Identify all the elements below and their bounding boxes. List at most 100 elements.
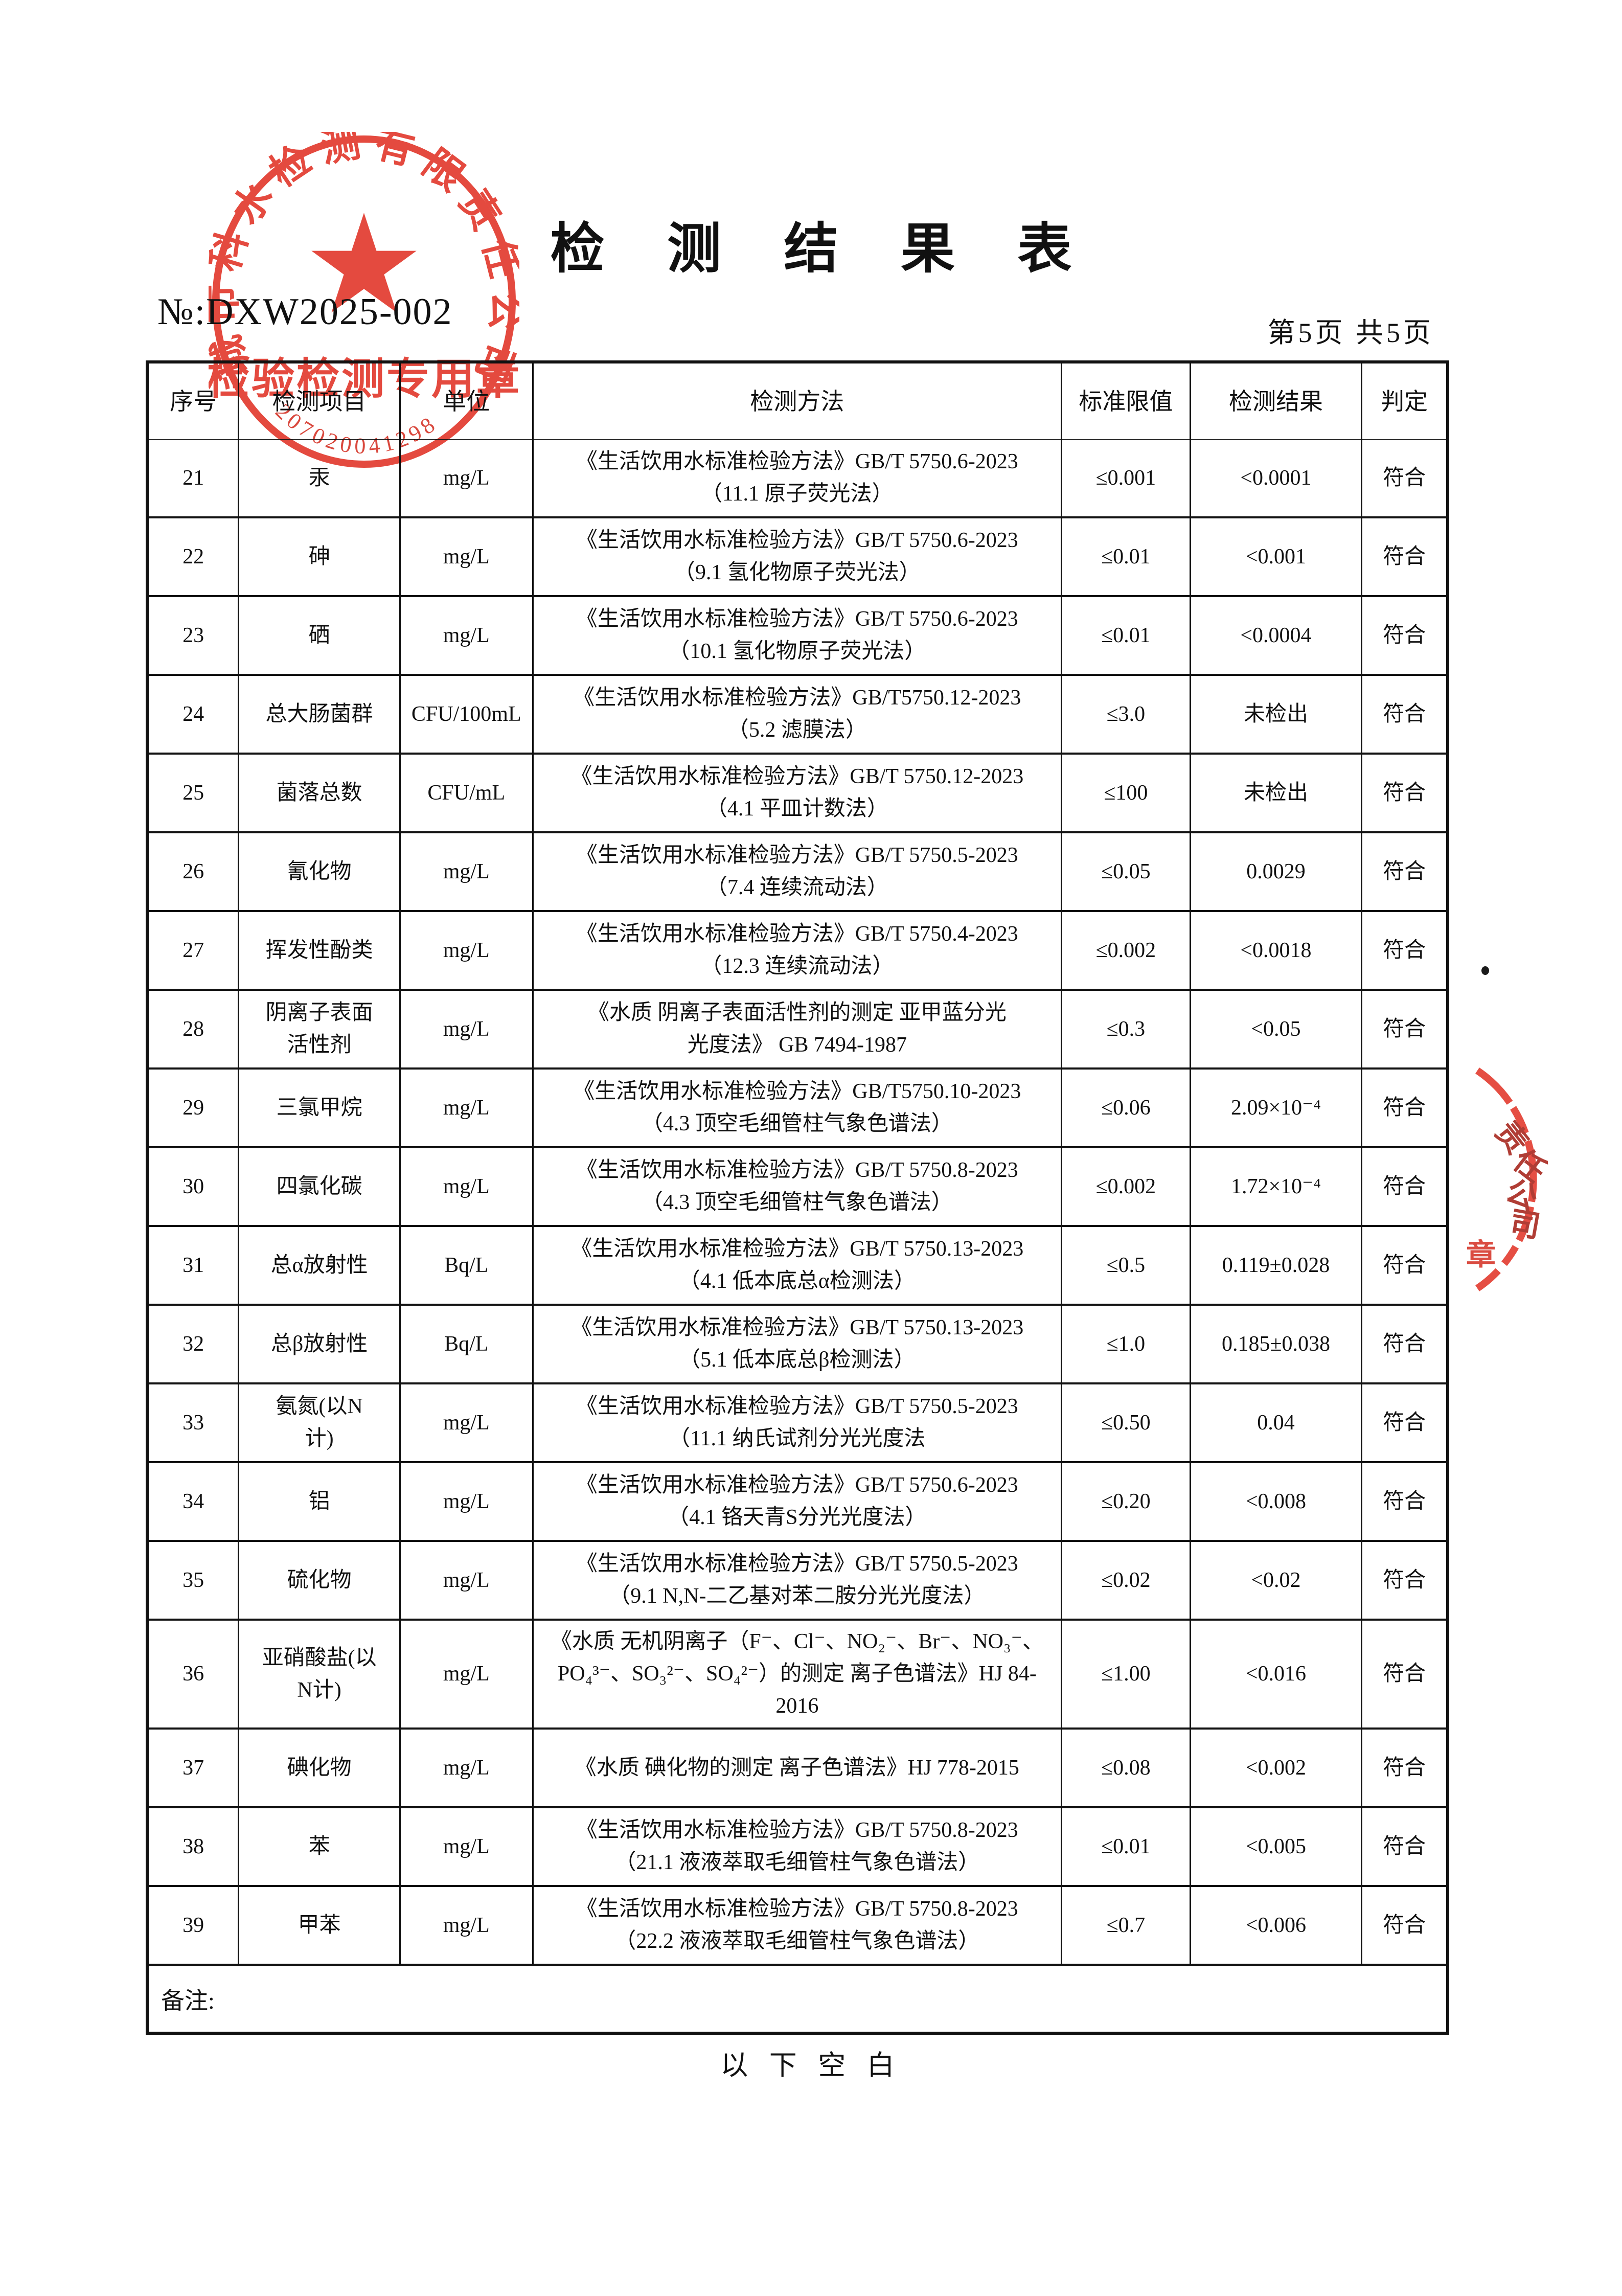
cell-judge: 符合: [1361, 518, 1446, 595]
cell-method: 《生活饮用水标准检验方法》GB/T 5750.6-2023 （10.1 氢化物原…: [532, 597, 1061, 674]
page-number-info: 第5页 共5页: [1267, 317, 1434, 348]
cell-method: 《生活饮用水标准检验方法》GB/T5750.12-2023 （5.2 滤膜法）: [532, 676, 1061, 753]
cell-method: 《生活饮用水标准检验方法》GB/T 5750.6-2023 （9.1 氢化物原子…: [532, 518, 1061, 595]
table-row: 25 菌落总数 CFU/mL 《生活饮用水标准检验方法》GB/T 5750.12…: [149, 753, 1446, 831]
cell-no: 28: [182, 1017, 204, 1041]
cell-unit: mg/L: [399, 912, 532, 989]
cell-judge: 符合: [1361, 1306, 1446, 1382]
table-body: 21 汞 mg/L 《生活饮用水标准检验方法》GB/T 5750.6-2023 …: [149, 440, 1446, 1964]
cell-result: <0.0018: [1189, 912, 1361, 989]
cell-limit: ≤0.002: [1060, 912, 1190, 989]
cell-item: 四氯化碳: [238, 1148, 399, 1225]
table-row: 26 氰化物 mg/L 《生活饮用水标准检验方法》GB/T 5750.5-202…: [149, 831, 1446, 910]
cell-judge: 符合: [1361, 1730, 1446, 1806]
cell-item: 三氯甲烷: [238, 1070, 399, 1146]
cell-no: 27: [182, 938, 204, 962]
cell-item: 甲苯: [238, 1887, 399, 1964]
cell-method: 《生活饮用水标准检验方法》GB/T 5750.6-2023 （11.1 原子荧光…: [532, 440, 1061, 516]
cell-item: 氰化物: [238, 833, 399, 910]
cell-item: 硒: [238, 597, 399, 674]
column-header-judge: 判定: [1361, 363, 1446, 439]
table-row: 34 铝 mg/L 《生活饮用水标准检验方法》GB/T 5750.6-2023 …: [149, 1461, 1446, 1540]
partial-seal-char-3: 公: [1501, 1174, 1543, 1217]
cell-limit: ≤0.01: [1060, 597, 1190, 674]
cell-unit: Bq/L: [399, 1227, 532, 1304]
table-row: 28 阴离子表面 活性剂 mg/L 《水质 阴离子表面活性剂的测定 亚甲蓝分光 …: [149, 989, 1446, 1067]
column-header-method: 检测方法: [532, 363, 1061, 439]
cell-judge: 符合: [1361, 1148, 1446, 1225]
cell-no: 29: [182, 1096, 204, 1120]
cell-no: 33: [182, 1411, 204, 1435]
cell-method: 《生活饮用水标准检验方法》GB/T 5750.8-2023 （4.3 顶空毛细管…: [532, 1148, 1061, 1225]
table-row: 31 总α放射性 Bq/L 《生活饮用水标准检验方法》GB/T 5750.13-…: [149, 1225, 1446, 1304]
cell-result: <0.05: [1189, 991, 1361, 1067]
cell-judge: 符合: [1361, 833, 1446, 910]
cell-result: 0.04: [1189, 1384, 1361, 1461]
cell-no: 25: [182, 781, 204, 805]
cell-limit: ≤0.002: [1060, 1148, 1190, 1225]
partial-seal-char-4: 司: [1507, 1206, 1543, 1244]
cell-item: 阴离子表面 活性剂: [238, 991, 399, 1067]
cell-method: 《水质 无机阴离子（F⁻、Cl⁻、NO₂⁻、Br⁻、NO₃⁻、 PO₄³⁻、SO…: [532, 1621, 1061, 1727]
cell-unit: CFU/100mL: [399, 676, 532, 753]
cell-limit: ≤0.05: [1060, 833, 1190, 910]
cell-item: 亚硝酸盐(以 N计): [238, 1621, 399, 1727]
table-row: 23 硒 mg/L 《生活饮用水标准检验方法》GB/T 5750.6-2023 …: [149, 595, 1446, 674]
cell-unit: mg/L: [399, 1384, 532, 1461]
cell-limit: ≤0.50: [1060, 1384, 1190, 1461]
cell-item: 总β放射性: [238, 1306, 399, 1382]
cell-item: 汞: [238, 440, 399, 516]
cell-method: 《生活饮用水标准检验方法》GB/T 5750.5-2023 （9.1 N,N-二…: [532, 1542, 1061, 1619]
cell-no: 32: [182, 1332, 204, 1356]
cell-method: 《水质 阴离子表面活性剂的测定 亚甲蓝分光 光度法》 GB 7494-1987: [532, 991, 1061, 1067]
cell-method: 《生活饮用水标准检验方法》GB/T 5750.5-2023 （7.4 连续流动法…: [532, 833, 1061, 910]
cell-judge: 符合: [1361, 597, 1446, 674]
cell-judge: 符合: [1361, 1621, 1446, 1727]
cell-no: 36: [182, 1662, 204, 1686]
cell-judge: 符合: [1361, 1227, 1446, 1304]
cell-no: 30: [182, 1174, 204, 1198]
cell-result: <0.001: [1189, 518, 1361, 595]
cell-method: 《生活饮用水标准检验方法》GB/T 5750.5-2023 （11.1 纳氏试剂…: [532, 1384, 1061, 1461]
below-blank-text: 以 下 空 白: [720, 2050, 902, 2081]
cell-judge: 符合: [1361, 1808, 1446, 1885]
cell-judge: 符合: [1361, 912, 1446, 989]
cell-limit: ≤0.001: [1060, 440, 1190, 516]
cell-no: 34: [182, 1489, 204, 1513]
cell-no: 37: [182, 1756, 204, 1780]
cell-method: 《生活饮用水标准检验方法》GB/T 5750.12-2023 （4.1 平皿计数…: [532, 755, 1061, 831]
cell-result: <0.016: [1189, 1621, 1361, 1727]
cell-method: 《水质 碘化物的测定 离子色谱法》HJ 778-2015: [532, 1730, 1061, 1806]
cell-result: 未检出: [1189, 755, 1361, 831]
cell-limit: ≤0.20: [1060, 1463, 1190, 1540]
cell-no: 21: [182, 466, 204, 490]
cell-result: 未检出: [1189, 676, 1361, 753]
table-row: 24 总大肠菌群 CFU/100mL 《生活饮用水标准检验方法》GB/T5750…: [149, 674, 1446, 753]
cell-unit: Bq/L: [399, 1306, 532, 1382]
cell-judge: 符合: [1361, 1542, 1446, 1619]
cell-limit: ≤1.00: [1060, 1621, 1190, 1727]
cell-item: 氨氮(以N 计): [238, 1384, 399, 1461]
remark-row: 备注:: [149, 1964, 1446, 2032]
cell-no: 23: [182, 623, 204, 647]
cell-item: 苯: [238, 1808, 399, 1885]
column-header-limit: 标准限值: [1060, 363, 1190, 439]
cell-method: 《生活饮用水标准检验方法》GB/T 5750.13-2023 （4.1 低本底总…: [532, 1227, 1061, 1304]
cell-no: 22: [182, 544, 204, 569]
cell-method: 《生活饮用水标准检验方法》GB/T 5750.6-2023 （4.1 铬天青S分…: [532, 1463, 1061, 1540]
cell-item: 铝: [238, 1463, 399, 1540]
cell-unit: mg/L: [399, 518, 532, 595]
column-header-no: 序号: [170, 388, 217, 415]
column-header-item: 检测项目: [238, 363, 399, 439]
cell-result: 0.119±0.028: [1189, 1227, 1361, 1304]
partial-seal-zhang-char: 章: [1466, 1238, 1496, 1271]
cell-judge: 符合: [1361, 755, 1446, 831]
cell-item: 硫化物: [238, 1542, 399, 1619]
cell-no: 35: [182, 1568, 204, 1592]
results-table: 序号 检测项目 单位 检测方法 标准限值 检测结果 判定 21 汞 mg/L 《…: [146, 360, 1449, 2035]
cell-result: <0.008: [1189, 1463, 1361, 1540]
cell-unit: mg/L: [399, 1808, 532, 1885]
cell-limit: ≤1.0: [1060, 1306, 1190, 1382]
cell-result: 1.72×10⁻⁴: [1189, 1148, 1361, 1225]
cell-unit: mg/L: [399, 1621, 532, 1727]
